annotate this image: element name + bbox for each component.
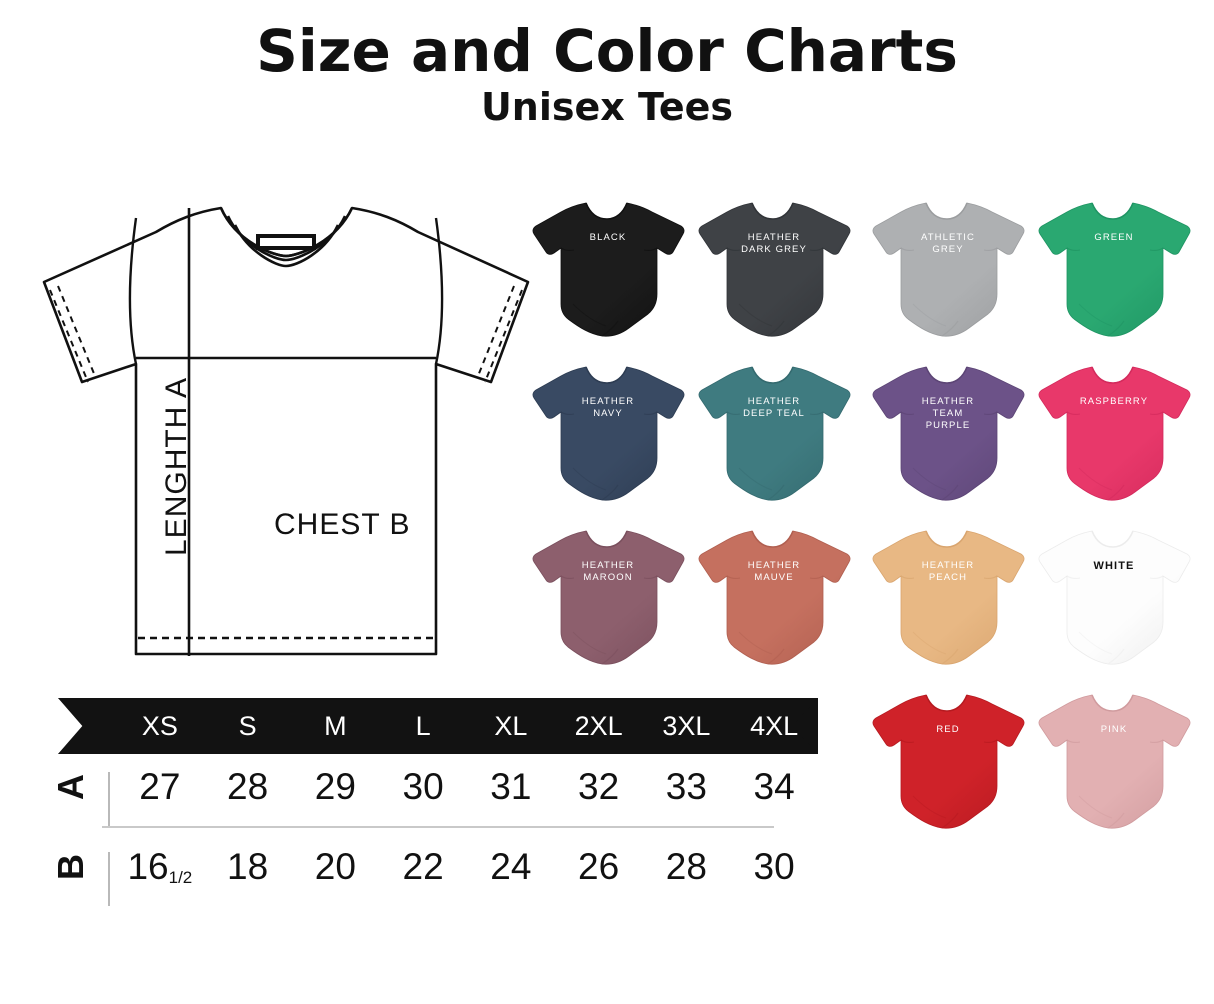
swatch-white[interactable]: WHITE: [1034, 514, 1194, 674]
table-row: A 27 28 29 30 31 32 33 34: [50, 754, 818, 826]
cell-a-xl: 31: [490, 766, 532, 807]
size-table-body: A 27 28 29 30 31 32 33 34 B 161/2 18 20 22 24 26 28 30: [50, 754, 818, 906]
swatch-athletic-grey[interactable]: ATHLETIC GREY: [868, 186, 1028, 346]
cell-b-s: 18: [227, 846, 269, 887]
swatch-pink[interactable]: PINK: [1034, 678, 1194, 838]
size-header-banner: XS S M L XL 2XL 3XL 4XL: [58, 698, 818, 754]
cell-b-m: 20: [314, 846, 356, 887]
swatch-heather-deep-teal[interactable]: HEATHER DEEP TEAL: [694, 350, 854, 510]
cell-b-2xl: 26: [578, 846, 620, 887]
swatch-heather-team-purple[interactable]: HEATHER TEAM PURPLE: [868, 350, 1028, 510]
swatch-heather-navy[interactable]: HEATHER NAVY: [528, 350, 688, 510]
color-swatch-grid: BLACK HEATHER DARK GREY: [528, 186, 1214, 886]
cell-b-xl: 24: [490, 846, 532, 887]
swatch-row: HEATHER MAROON HEATHER MAUVE: [528, 514, 1214, 678]
swatch-red[interactable]: RED: [868, 678, 1028, 838]
cell-b-4xl: 30: [753, 846, 795, 887]
measurement-diagram: CHEST B LENGHTH A: [36, 186, 546, 686]
swatch-raspberry[interactable]: RASPBERRY: [1034, 350, 1194, 510]
length-measure-label: LENGHTH A: [160, 376, 193, 556]
swatch-heather-dark-grey[interactable]: HEATHER DARK GREY: [694, 186, 854, 346]
size-header-2xl: 2XL: [574, 710, 623, 741]
cell-b-l: 22: [402, 846, 444, 887]
row-label-b: B: [50, 846, 116, 906]
page-title: Size and Color Charts: [256, 17, 958, 85]
swatch-row: HEATHER NAVY HEATHER DEEP TEAL: [528, 350, 1214, 514]
size-header-4xl: 4XL: [750, 710, 799, 741]
cell-b-3xl: 28: [665, 846, 707, 887]
cell-a-3xl: 33: [665, 766, 707, 807]
size-header-xs: XS: [141, 710, 178, 741]
cell-a-m: 29: [314, 766, 356, 807]
swatch-row: RED PINK: [528, 678, 1214, 842]
cell-a-xs: 27: [139, 766, 181, 807]
tshirt-outline-svg: [42, 206, 530, 656]
chest-measure-label: CHEST B: [274, 508, 411, 541]
page-subtitle: Unisex Tees: [480, 85, 734, 129]
cell-b-xs: 161/2: [127, 846, 193, 887]
swatch-green[interactable]: GREEN: [1034, 186, 1194, 346]
swatch-heather-peach[interactable]: HEATHER PEACH: [868, 514, 1028, 674]
neck-tag: [256, 234, 316, 250]
swatch-black[interactable]: BLACK: [528, 186, 688, 346]
table-row: B 161/2 18 20 22 24 26 28 30: [50, 834, 818, 906]
table-row-divider: [102, 826, 774, 828]
size-header-l: L: [415, 710, 431, 741]
cell-a-s: 28: [227, 766, 269, 807]
swatch-heather-mauve[interactable]: HEATHER MAUVE: [694, 514, 854, 674]
row-label-a: A: [50, 766, 116, 826]
size-header-m: M: [324, 710, 347, 741]
swatch-heather-maroon[interactable]: HEATHER MAROON: [528, 514, 688, 674]
size-table: XS S M L XL 2XL 3XL 4XL A 27 28 29 30 31 32 33 34 B 161/2…: [50, 698, 818, 906]
size-header-row: XS S M L XL 2XL 3XL 4XL: [58, 698, 818, 754]
cell-a-l: 30: [402, 766, 444, 807]
swatch-row: BLACK HEATHER DARK GREY: [528, 186, 1214, 350]
cell-a-2xl: 32: [578, 766, 620, 807]
size-header-3xl: 3XL: [662, 710, 711, 741]
size-header-xl: XL: [494, 710, 528, 741]
cell-a-4xl: 34: [753, 766, 795, 807]
size-header-s: S: [238, 710, 257, 741]
